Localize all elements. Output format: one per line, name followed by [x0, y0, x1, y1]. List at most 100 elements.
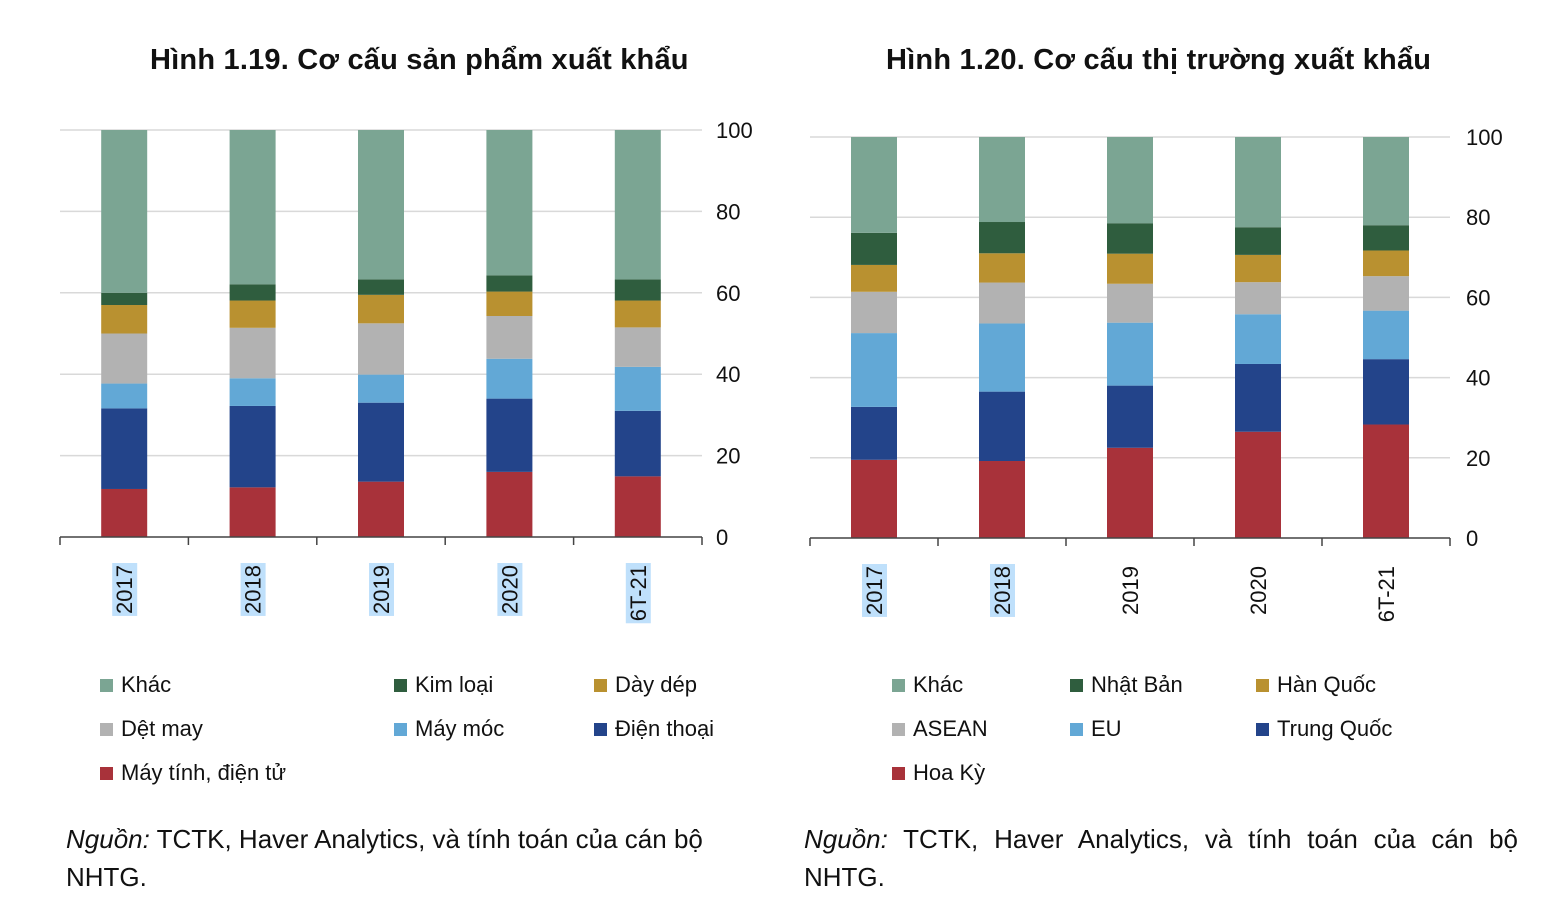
legend-item: Máy tính, điện tử	[100, 760, 286, 786]
x-tick-label: 2018	[990, 566, 1015, 615]
legend-item: Trung Quốc	[1256, 716, 1392, 742]
bar-segment	[486, 471, 533, 537]
y-tick-label: 80	[716, 199, 740, 224]
bar-segment	[229, 130, 276, 285]
bar-segment	[1363, 310, 1409, 360]
x-tick-label: 2020	[1246, 566, 1271, 615]
y-tick-label: 20	[1466, 446, 1490, 471]
x-tick-label: 2017	[112, 565, 137, 614]
bar-segment	[1235, 314, 1281, 364]
bar-segment	[1235, 282, 1281, 315]
bar-segment	[1107, 223, 1153, 254]
legend-label: EU	[1091, 716, 1122, 741]
bar-segment	[101, 488, 148, 537]
source-label: Nguồn:	[66, 824, 150, 854]
bar-segment	[614, 300, 661, 328]
legend-item: Kim loại	[394, 672, 493, 698]
bar-segment	[486, 358, 533, 399]
bar-segment	[486, 291, 533, 316]
bar-segment	[229, 300, 276, 328]
figure-panel-product-structure: Hình 1.19. Cơ cấu sản phẩm xuất khẩu 0 20…	[59, 44, 756, 896]
source-note: Nguồn: TCTK, Haver Analytics, và tính to…	[66, 820, 756, 896]
bar-segment	[101, 305, 148, 334]
legend-swatch	[100, 766, 113, 780]
legend-label: Điện thoại	[615, 716, 715, 741]
legend-swatch	[100, 678, 113, 692]
x-tick-label-group: 2020	[1246, 566, 1271, 615]
bar-segment	[1363, 359, 1409, 425]
y-tick-label: 40	[1466, 366, 1490, 391]
bar-segment	[851, 406, 897, 460]
legend-item: Khác	[100, 672, 171, 698]
bar-segment	[229, 405, 276, 488]
bar-segment	[1363, 225, 1409, 251]
legend-swatch	[594, 678, 607, 692]
source-note: Nguồn: TCTK, Haver Analytics, và tính to…	[804, 820, 1518, 896]
legend-item: Hoa Kỳ	[892, 760, 985, 786]
y-tick-label: 20	[716, 444, 740, 469]
chart-title: Hình 1.19. Cơ cấu sản phẩm xuất khẩu	[150, 44, 689, 76]
legend-label: Hoa Kỳ	[913, 760, 986, 785]
bar-segment	[1363, 137, 1409, 226]
bar-segment	[851, 137, 897, 233]
bar-segment	[979, 253, 1025, 283]
chart-product-structure: 0 20 40 60 80 100 2017 2018 2019 2020 6T-21	[59, 118, 753, 624]
x-tick-highlight	[497, 563, 523, 616]
figure-panel-market-structure: Hình 1.20. Cơ cấu thị trường xuất khẩu 0…	[776, 0, 1552, 916]
chart-title: Hình 1.20. Cơ cấu thị trường xuất khẩu	[886, 44, 1432, 76]
bar-segment	[358, 402, 404, 482]
y-tick-label: 0	[1466, 526, 1478, 551]
source-text: TCTK, Haver Analytics, và tính toán của …	[66, 824, 703, 892]
bar-segment	[486, 315, 533, 359]
x-tick-label-group: 2017	[862, 564, 887, 617]
x-tick-label: 2017	[862, 566, 887, 615]
bar-segment	[1235, 431, 1281, 538]
bar-segment	[1107, 322, 1153, 386]
x-tick-label: 2020	[497, 565, 522, 614]
legend-swatch	[1070, 678, 1083, 692]
y-tick-label: 60	[716, 281, 740, 306]
x-tick-highlight	[625, 563, 651, 624]
x-tick-label: 2019	[1118, 566, 1143, 615]
y-tick-label: 40	[716, 362, 740, 387]
bar-segment	[1363, 276, 1409, 311]
bar-segment	[851, 459, 897, 538]
bar-segment	[979, 323, 1025, 392]
legend-swatch	[892, 678, 905, 692]
bar-segment	[614, 366, 661, 411]
bar-segment	[1107, 385, 1153, 448]
bar-segment	[358, 294, 404, 324]
legend-swatch	[100, 722, 113, 736]
legend-swatch	[394, 678, 407, 692]
legend-item: ASEAN	[892, 716, 988, 742]
bar-segment	[979, 391, 1025, 462]
bar-segment	[229, 378, 276, 406]
bar-segment	[1363, 250, 1409, 277]
x-tick-label: 2019	[369, 565, 394, 614]
y-tick-label: 100	[1466, 125, 1503, 150]
x-tick-label: 6T-21	[626, 565, 651, 621]
source-label: Nguồn:	[804, 824, 888, 854]
x-tick-label-group: 6T-21	[1374, 566, 1399, 622]
legend-label: Dệt may	[121, 716, 203, 741]
x-tick-label: 2018	[241, 565, 266, 614]
legend-swatch	[594, 722, 607, 736]
bar-segment	[1235, 227, 1281, 255]
x-tick-label-group: 2019	[1118, 566, 1143, 615]
bar-segment	[851, 333, 897, 407]
bar-segment	[486, 398, 533, 472]
bar-segment	[101, 383, 148, 409]
y-tick-label: 60	[1466, 285, 1490, 310]
legend-item: Nhật Bản	[1070, 672, 1183, 698]
x-tick-label-group: 2019	[369, 563, 394, 616]
x-tick-label-group: 2017	[112, 563, 138, 616]
legend-label: Kim loại	[415, 672, 494, 697]
bar-segment	[1107, 253, 1153, 284]
x-tick-label-group: 2018	[240, 563, 266, 616]
legend-item: Khác	[892, 672, 963, 698]
bar-segment	[979, 137, 1025, 223]
legend-item: Dệt may	[100, 716, 203, 742]
legend-swatch	[892, 722, 905, 736]
legend-item: EU	[1070, 716, 1122, 742]
legend-label: Nhật Bản	[1091, 672, 1183, 697]
